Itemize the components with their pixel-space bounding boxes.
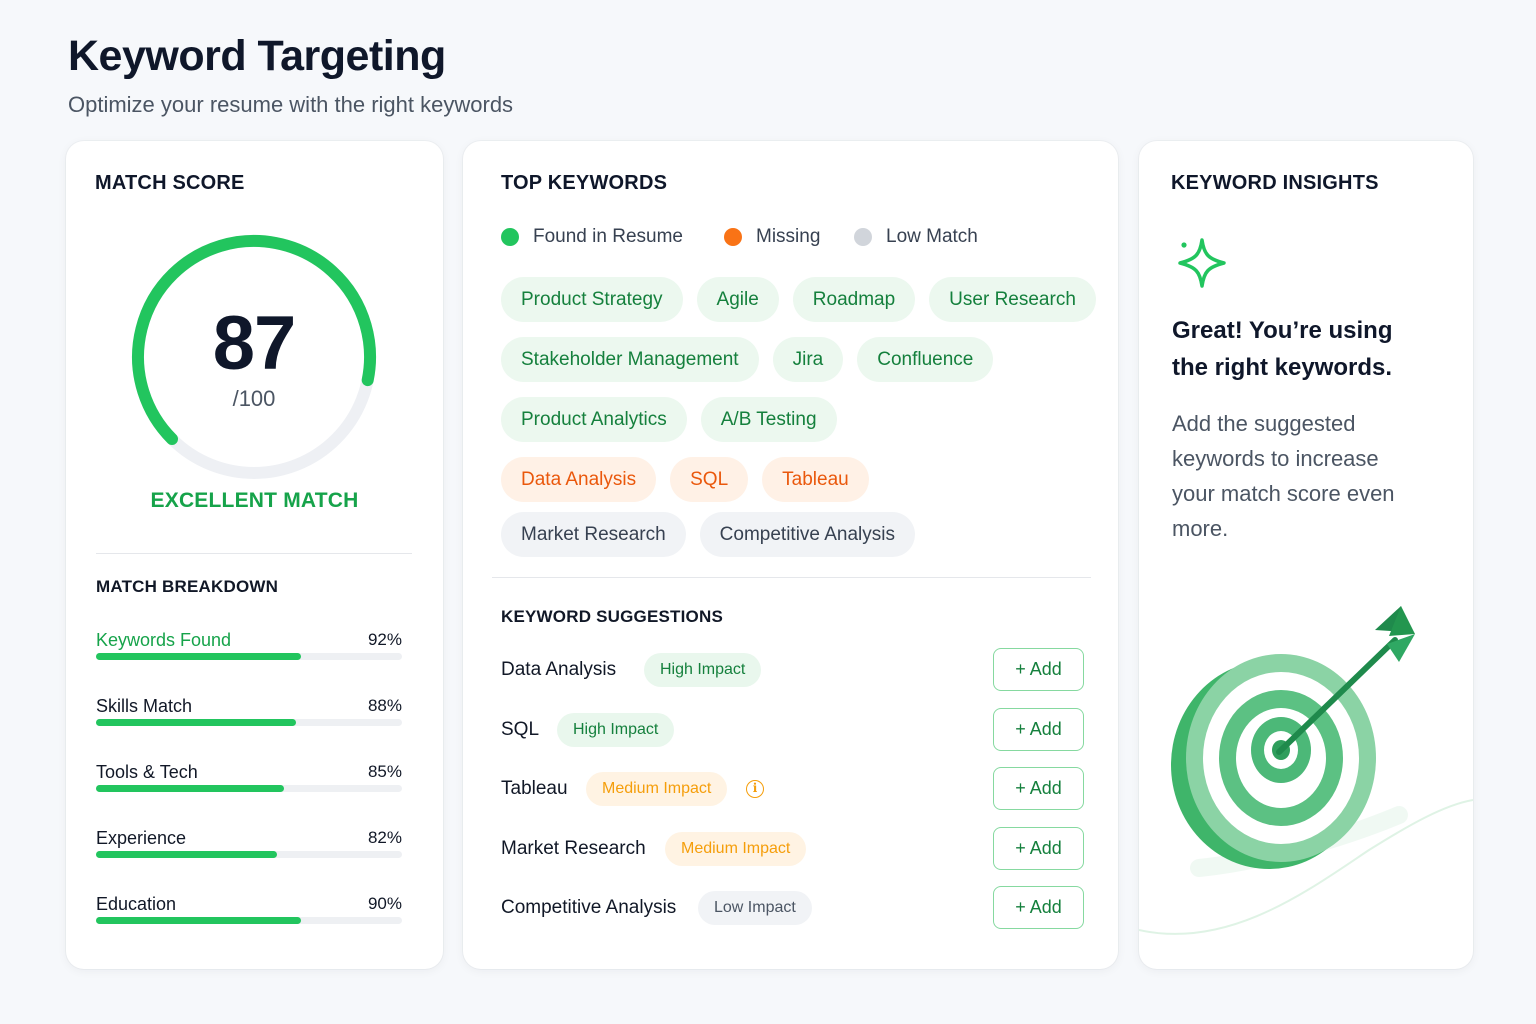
keyword-chip-found[interactable]: Confluence (857, 337, 994, 382)
breakdown-progress-fill (96, 917, 302, 924)
keyword-chip-found[interactable]: Roadmap (792, 277, 916, 322)
breakdown-row: Skills Match 88% (96, 696, 402, 736)
breakdown-label: Experience (96, 828, 187, 848)
keyword-chip-found[interactable]: Stakeholder Management (501, 337, 759, 382)
impact-badge: Medium Impact (586, 772, 728, 806)
keyword-chip-missing[interactable]: Tableau (762, 457, 869, 502)
match-score-gauge (132, 234, 376, 479)
add-keyword-button[interactable]: + Add (993, 767, 1084, 810)
match-score-title: MATCH SCORE (95, 172, 245, 194)
breakdown-progress-fill (96, 719, 297, 726)
insight-body: Add the suggested keywords to increase y… (1172, 411, 1395, 541)
add-keyword-button[interactable]: + Add (993, 826, 1084, 870)
breakdown-progress-track (96, 785, 402, 792)
match-score-value: 87 (212, 301, 297, 386)
keyword-chip-found[interactable]: Product Strategy (501, 277, 683, 322)
breakdown-label: Skills Match (96, 696, 193, 716)
top-keywords-title: TOP KEYWORDS (501, 172, 668, 194)
keyword-chip-found[interactable]: Product Analytics (501, 397, 687, 442)
breakdown-label: Education (96, 894, 177, 914)
suggestion-keyword: SQL (501, 718, 540, 740)
add-keyword-button[interactable]: + Add (993, 707, 1084, 751)
keyword-chips: Product Strategy Agile Roadmap User Researc… (501, 277, 1101, 572)
keyword-chip-missing[interactable]: Data Analysis (501, 457, 657, 502)
keyword-chip-row: Product Strategy Agile Roadmap User Researc… (501, 277, 1101, 322)
suggestion-keyword: Market Research (501, 837, 646, 859)
add-keyword-button[interactable]: + Add (993, 886, 1084, 929)
keyword-chip-low[interactable]: Competitive Analysis (699, 512, 915, 557)
keyword-chip-missing[interactable]: SQL (670, 457, 749, 502)
suggestion-keyword: Competitive Analysis (501, 897, 677, 918)
insight-headline: Great! You’re using the right keywords. (1172, 317, 1393, 381)
breakdown-value: 88% (367, 696, 402, 715)
add-keyword-button[interactable]: + Add (993, 648, 1084, 691)
breakdown-progress-fill (96, 785, 285, 792)
suggestion-keyword: Data Analysis (501, 659, 617, 680)
breakdown-label: Tools & Tech (96, 762, 198, 782)
breakdown-label: Keywords Found (96, 630, 232, 650)
impact-badge: High Impact (644, 653, 762, 687)
sparkle-icon (1178, 238, 1226, 288)
suggestion-row: SQL High Impact + Add (501, 707, 1084, 752)
keyword-chip-low[interactable]: Market Research (501, 512, 686, 557)
match-breakdown-title: MATCH BREAKDOWN (96, 577, 279, 596)
impact-badge: Medium Impact (665, 831, 807, 866)
breakdown-row: Tools & Tech 85% (96, 762, 402, 802)
breakdown-value: 90% (367, 894, 402, 913)
keyword-chip-found[interactable]: Agile (696, 277, 779, 322)
keyword-chip-found[interactable]: User Research (929, 277, 1096, 322)
target-arrow-icon (1139, 606, 1473, 935)
suggestion-row: Competitive Analysis Low Impact + Add (501, 886, 1084, 930)
breakdown-progress-fill (96, 851, 277, 858)
keyword-chip-row: Stakeholder Management Jira Confluence (501, 337, 1101, 382)
breakdown-value: 85% (367, 762, 402, 781)
suggestion-row: Market Research Medium Impact + Add (501, 826, 1084, 871)
breakdown-value: 82% (367, 828, 402, 847)
keyword-chip-found[interactable]: A/B Testing (700, 397, 837, 442)
page-subtitle: Optimize your resume with the right keyw… (68, 92, 514, 117)
breakdown-row: Keywords Found 92% (96, 630, 402, 670)
breakdown-progress-track (96, 917, 402, 924)
legend-item: Found in Resume (501, 226, 683, 248)
info-icon[interactable]: i (746, 780, 764, 798)
keyword-chip-row: Market Research Competitive Analysis (501, 512, 1101, 557)
divider (96, 553, 412, 554)
suggestion-row: Tableau Medium Impact i + Add (501, 767, 1084, 811)
legend-item: Missing (724, 226, 820, 248)
keyword-chip-row: Product Analytics A/B Testing (501, 397, 1101, 442)
suggestion-row: Data Analysis High Impact + Add (501, 648, 1084, 692)
divider (492, 577, 1091, 578)
breakdown-progress-track (96, 719, 402, 726)
legend-dot-icon (501, 228, 519, 246)
breakdown-value: 92% (367, 630, 402, 649)
legend-label: Found in Resume (533, 226, 683, 247)
legend-label: Missing (756, 226, 821, 247)
legend-dot-icon (854, 228, 872, 246)
keyword-chip-found[interactable]: Jira (772, 337, 844, 382)
legend-label: Low Match (886, 226, 978, 247)
match-score-card (66, 141, 443, 969)
match-score-label: EXCELLENT MATCH (150, 489, 359, 512)
keyword-chip-row: Data Analysis SQL Tableau (501, 457, 1101, 502)
breakdown-row: Education 90% (96, 894, 402, 934)
legend-dot-icon (724, 228, 742, 246)
legend-item: Low Match (854, 226, 978, 248)
match-score-total: /100 (232, 386, 276, 411)
page-title: Keyword Targeting (68, 32, 446, 80)
suggestion-keyword: Tableau (501, 778, 568, 799)
breakdown-progress-track (96, 851, 402, 858)
keyword-insights-title: KEYWORD INSIGHTS (1171, 172, 1379, 194)
gauge-progress-arc (132, 234, 376, 445)
breakdown-progress-track (96, 653, 402, 660)
impact-badge: High Impact (557, 712, 675, 747)
keyword-suggestions-title: KEYWORD SUGGESTIONS (501, 607, 723, 626)
breakdown-progress-fill (96, 653, 302, 660)
impact-badge: Low Impact (698, 891, 812, 925)
breakdown-row: Experience 82% (96, 828, 402, 868)
